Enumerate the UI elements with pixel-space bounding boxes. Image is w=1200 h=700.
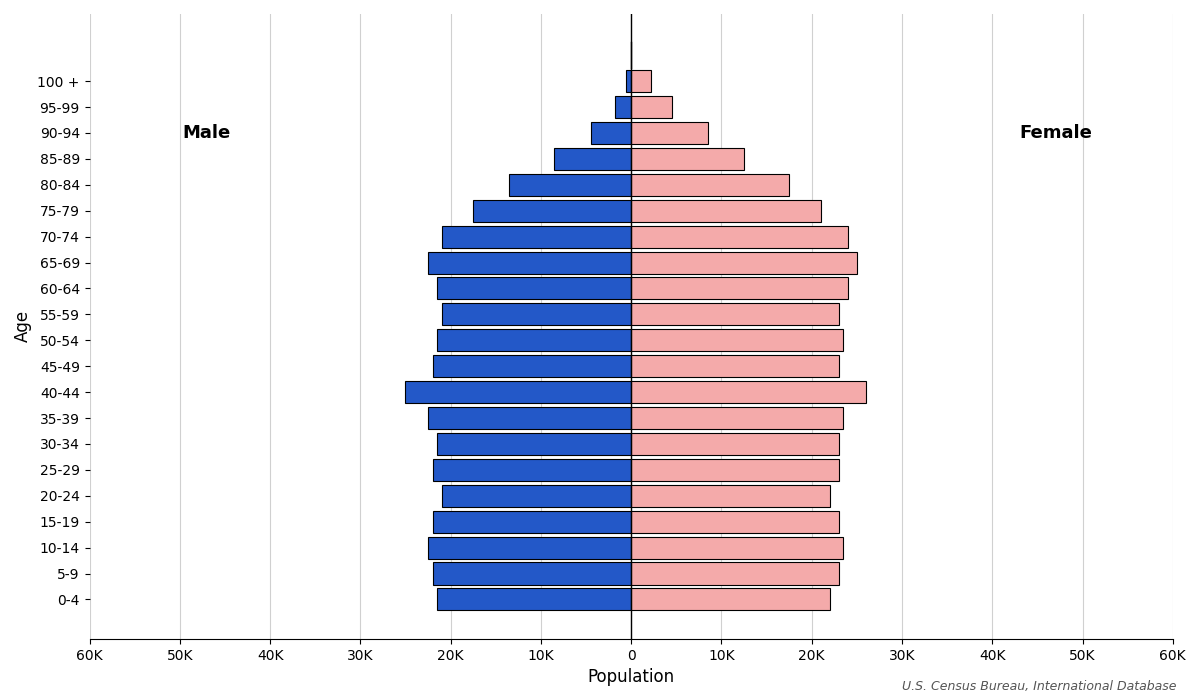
Bar bbox=[631, 458, 839, 481]
Bar bbox=[631, 511, 839, 533]
Bar bbox=[590, 122, 631, 144]
Bar bbox=[631, 433, 839, 455]
Bar bbox=[442, 303, 631, 326]
Text: Male: Male bbox=[182, 124, 232, 142]
Bar bbox=[473, 199, 631, 222]
Text: Female: Female bbox=[1019, 124, 1092, 142]
Bar bbox=[428, 251, 631, 274]
Bar bbox=[432, 563, 631, 584]
Bar bbox=[631, 174, 790, 196]
Bar bbox=[428, 537, 631, 559]
Bar bbox=[625, 70, 631, 92]
Bar bbox=[432, 458, 631, 481]
Bar bbox=[631, 329, 844, 351]
Bar bbox=[631, 537, 844, 559]
Bar bbox=[631, 225, 848, 248]
Bar bbox=[509, 174, 631, 196]
Bar bbox=[631, 589, 829, 610]
Bar bbox=[437, 433, 631, 455]
Bar bbox=[631, 70, 652, 92]
Y-axis label: Age: Age bbox=[14, 310, 32, 342]
Bar bbox=[631, 122, 708, 144]
Text: U.S. Census Bureau, International Database: U.S. Census Bureau, International Databa… bbox=[901, 680, 1176, 693]
Bar bbox=[442, 225, 631, 248]
Bar bbox=[442, 485, 631, 507]
Bar bbox=[631, 277, 848, 300]
X-axis label: Population: Population bbox=[588, 668, 674, 686]
Bar bbox=[631, 485, 829, 507]
Bar bbox=[631, 407, 844, 429]
Bar bbox=[437, 329, 631, 351]
Bar bbox=[428, 407, 631, 429]
Bar bbox=[437, 589, 631, 610]
Bar bbox=[631, 96, 672, 118]
Bar bbox=[432, 355, 631, 377]
Bar bbox=[432, 511, 631, 533]
Bar bbox=[631, 381, 866, 403]
Bar bbox=[631, 355, 839, 377]
Bar bbox=[437, 277, 631, 300]
Bar bbox=[631, 199, 821, 222]
Bar bbox=[631, 563, 839, 584]
Bar bbox=[554, 148, 631, 170]
Bar bbox=[406, 381, 631, 403]
Bar bbox=[631, 251, 857, 274]
Bar bbox=[631, 303, 839, 326]
Bar bbox=[614, 96, 631, 118]
Bar bbox=[631, 148, 744, 170]
